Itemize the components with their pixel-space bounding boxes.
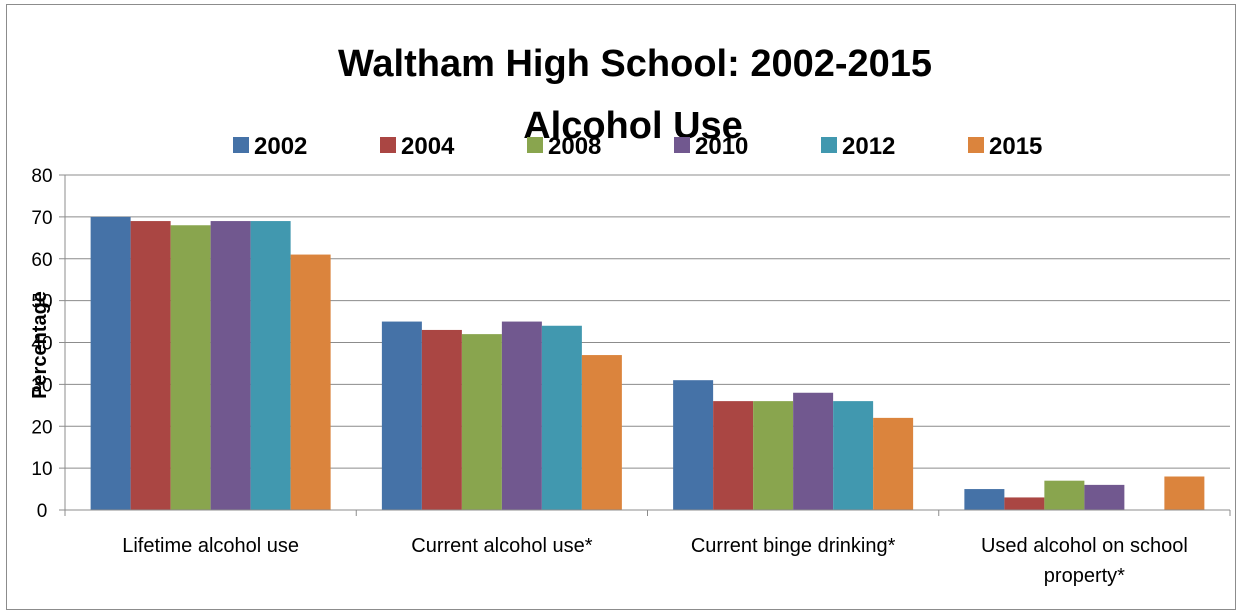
bar-2002-0 <box>90 216 131 510</box>
legend-swatch-2002 <box>233 137 249 153</box>
y-axis-label: Percentage <box>29 291 51 399</box>
bar-2015-0 <box>290 254 331 510</box>
bar-2004-3 <box>1004 497 1045 510</box>
legend-swatch-2010 <box>674 137 690 153</box>
legend-label-2004: 2004 <box>401 133 455 160</box>
x-category-label: Used alcohol on school <box>981 535 1188 557</box>
x-category-label: property* <box>1044 565 1125 587</box>
legend-swatch-2008 <box>527 137 543 153</box>
legend-swatch-2004 <box>380 137 396 153</box>
legend-label-2012: 2012 <box>842 133 895 160</box>
bar-2015-1 <box>581 355 622 510</box>
bar-2004-0 <box>130 221 171 510</box>
y-tick-label: 80 <box>31 166 52 187</box>
bar-layer <box>90 216 1205 510</box>
y-tick-label: 0 <box>37 501 48 522</box>
y-tick-label: 50 <box>31 292 52 313</box>
bar-2012-0 <box>250 221 291 510</box>
y-tick-label: 60 <box>31 250 52 271</box>
y-tick-label: 10 <box>31 459 52 480</box>
legend-label-2010: 2010 <box>695 133 748 160</box>
bar-2012-1 <box>541 325 582 510</box>
bar-2008-3 <box>1044 480 1085 510</box>
bar-2010-3 <box>1084 484 1125 510</box>
bar-2002-3 <box>964 489 1005 510</box>
x-category-label: Lifetime alcohol use <box>122 535 299 557</box>
bar-2012-2 <box>833 401 874 510</box>
chart-title: Waltham High School: 2002-2015 <box>338 43 932 85</box>
bar-2008-2 <box>753 401 794 510</box>
x-category-label: Current alcohol use* <box>411 535 592 557</box>
bar-2010-2 <box>793 392 834 510</box>
y-tick-label: 70 <box>31 208 52 229</box>
bar-2008-1 <box>461 334 502 510</box>
legend-label-2008: 2008 <box>548 133 601 160</box>
bar-2015-2 <box>873 417 914 510</box>
bar-2002-1 <box>381 321 422 510</box>
y-tick-label: 30 <box>31 375 52 396</box>
bar-2008-0 <box>170 225 211 510</box>
bar-2004-1 <box>421 329 462 510</box>
bar-2015-3 <box>1164 476 1205 510</box>
legend-swatch-2015 <box>968 137 984 153</box>
bar-2010-1 <box>501 321 542 510</box>
x-category-label: Current binge drinking* <box>691 535 896 557</box>
legend-swatch-2012 <box>821 137 837 153</box>
legend-label-2002: 2002 <box>254 133 307 160</box>
bar-2010-0 <box>210 221 251 510</box>
bar-2002-2 <box>673 380 714 510</box>
legend-label-2015: 2015 <box>989 133 1042 160</box>
legend: 2002 2004 2008 2010 2012 2015 <box>233 133 1042 160</box>
bar-2004-2 <box>713 401 754 510</box>
axis-layer: 0 10 20 30 40 50 60 70 80 Lifetime alcohol use Cur… <box>31 166 1231 587</box>
chart-subtitle: Alcohol Use <box>523 105 743 147</box>
y-tick-label: 40 <box>31 334 52 355</box>
y-tick-label: 20 <box>31 417 52 438</box>
